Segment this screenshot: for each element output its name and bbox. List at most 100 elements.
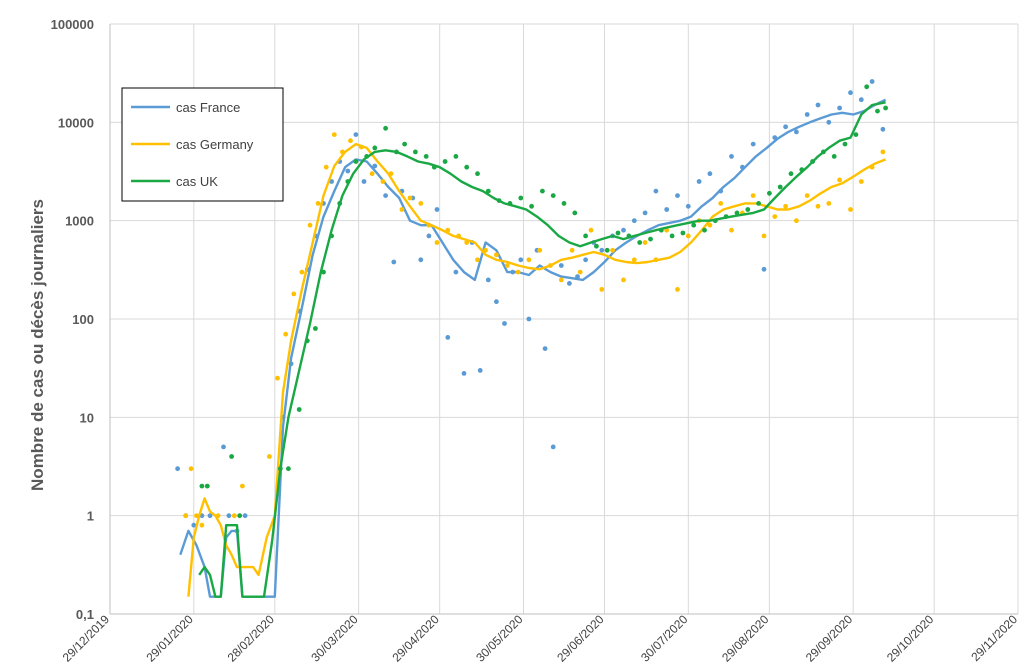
y-tick-label: 10000 (58, 115, 94, 130)
series-group (175, 79, 888, 598)
data-point (669, 233, 675, 239)
data-point (767, 190, 772, 196)
data-point (372, 145, 378, 151)
data-point (231, 513, 237, 519)
data-point (783, 124, 788, 130)
data-point (815, 203, 821, 209)
data-point (637, 240, 643, 245)
data-point (464, 164, 470, 170)
data-point (542, 346, 548, 351)
data-point (475, 171, 480, 177)
data-point (267, 454, 272, 459)
data-point (826, 201, 832, 206)
data-point (718, 201, 724, 206)
data-point (296, 407, 302, 412)
data-point (537, 247, 543, 253)
data-point (558, 263, 564, 268)
data-point (815, 102, 821, 108)
data-point (675, 287, 680, 292)
data-point (494, 299, 499, 305)
data-point (188, 466, 194, 472)
data-point (561, 201, 567, 206)
data-point (685, 233, 691, 239)
data-point (237, 513, 243, 519)
data-point (880, 149, 886, 155)
data-point (207, 513, 213, 519)
data-point (331, 132, 337, 138)
data-point (494, 252, 499, 258)
x-tick-label: 30/03/2020 (308, 612, 361, 665)
x-tick-label: 29/06/2020 (554, 612, 607, 665)
data-point (526, 316, 532, 322)
data-point (383, 193, 388, 199)
data-point (837, 177, 842, 183)
data-point (504, 263, 510, 268)
data-point (869, 79, 875, 84)
data-point (577, 269, 583, 275)
data-point (783, 203, 788, 209)
x-tick-label: 28/02/2020 (225, 612, 278, 665)
data-point (826, 119, 832, 125)
data-point (426, 233, 432, 239)
data-point (485, 277, 491, 283)
data-point (204, 483, 210, 489)
data-point (423, 154, 429, 159)
data-point (540, 188, 545, 194)
data-point (445, 335, 451, 340)
data-point (691, 222, 697, 228)
data-point (864, 84, 870, 90)
data-point (407, 195, 413, 201)
data-point (413, 149, 418, 155)
data-point (642, 240, 648, 245)
data-point (229, 454, 235, 459)
x-tick-label: 29/01/2020 (144, 612, 197, 665)
legend: cas France cas Germany cas UK (121, 87, 284, 202)
x-tick-label: 30/05/2020 (473, 612, 526, 665)
data-point (788, 171, 794, 177)
data-point (345, 168, 351, 174)
data-point (307, 222, 313, 228)
data-point (583, 257, 588, 263)
data-point (434, 207, 440, 212)
series-cas-uk (198, 84, 888, 598)
data-point (831, 154, 837, 159)
data-point (380, 179, 386, 184)
data-point (599, 247, 605, 253)
y-tick-label: 1000 (65, 214, 94, 229)
x-tick-label: 30/07/2020 (638, 612, 691, 665)
data-point (707, 171, 713, 177)
y-tick-label: 100000 (51, 17, 94, 32)
data-point (729, 227, 734, 233)
data-point (485, 188, 491, 194)
series-cas-germany (183, 132, 887, 597)
data-point (599, 287, 605, 292)
data-point (242, 513, 248, 519)
data-point (572, 210, 578, 216)
data-point (794, 129, 799, 135)
data-point (675, 193, 680, 199)
data-point (348, 138, 353, 144)
data-point (399, 207, 405, 212)
data-point (858, 179, 864, 184)
y-axis-label: Nombre de cas ou décès journaliers (28, 199, 47, 491)
data-point (696, 179, 702, 184)
data-point (442, 159, 448, 164)
legend-label: cas France (176, 100, 240, 115)
data-point (550, 444, 556, 450)
data-point (550, 193, 556, 199)
data-point (502, 321, 507, 326)
data-point (750, 141, 756, 147)
data-point (183, 513, 189, 519)
data-point (588, 227, 594, 233)
data-point (610, 247, 615, 253)
data-point (653, 188, 659, 194)
data-point (680, 230, 686, 236)
data-point (777, 184, 783, 190)
data-point (391, 259, 397, 265)
legend-label: cas UK (176, 174, 218, 189)
data-point (794, 218, 799, 224)
data-point (558, 277, 564, 283)
data-point (461, 371, 467, 376)
data-point (529, 203, 534, 209)
data-point (880, 126, 886, 132)
